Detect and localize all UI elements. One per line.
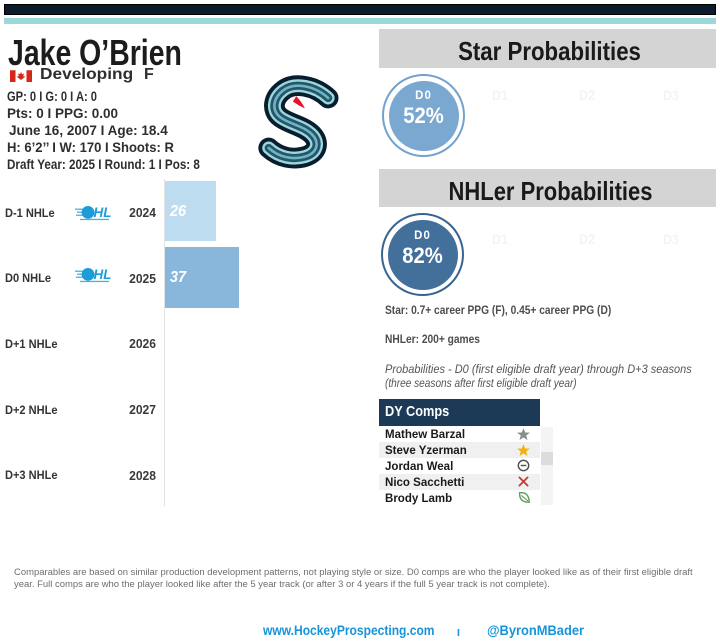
svg-text:HL: HL [94, 205, 112, 220]
svg-text:HL: HL [94, 267, 112, 282]
